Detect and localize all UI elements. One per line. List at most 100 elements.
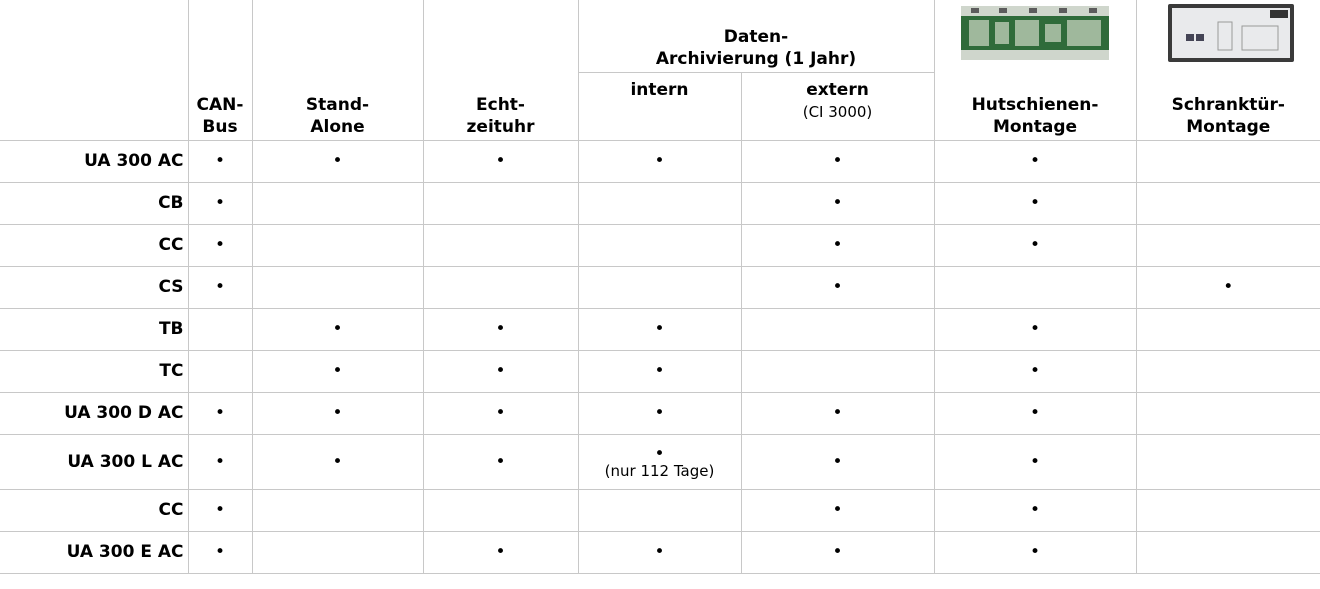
- empty-cell: [187, 307, 253, 351]
- empty-cell: [251, 530, 424, 574]
- empty-cell: [1135, 349, 1320, 393]
- din-rail-module-image: [961, 6, 1110, 60]
- column-header: Hutschienen- Montage: [933, 72, 1137, 141]
- bullet-cell: •: [422, 139, 579, 183]
- bullet-cell: •: [933, 223, 1137, 267]
- comparison-table: CAN- Bus Stand- Alone Echt-zeituhr Daten- A…: [0, 0, 1320, 574]
- image-cell: [1135, 0, 1320, 72]
- table-row: UA 300 D AC • • • • • •: [0, 391, 1320, 435]
- bullet: •: [654, 443, 665, 464]
- empty-cell: [740, 349, 935, 393]
- bullet-cell: •: [577, 530, 742, 574]
- row-label: CB: [0, 181, 189, 225]
- table-body: UA 300 AC • • • • • • CB • • • CC • • • CS • • • TB • • • • TC • •…: [0, 139, 1320, 574]
- bullet-cell: •: [933, 433, 1137, 490]
- empty-cell: [422, 223, 579, 267]
- row-label: CC: [0, 223, 189, 267]
- table-row: TC • • • •: [0, 349, 1320, 393]
- row-label: UA 300 AC: [0, 139, 189, 183]
- table-row: CS • • •: [0, 265, 1320, 309]
- column-header: CAN- Bus: [187, 0, 253, 141]
- row-label: TC: [0, 349, 189, 393]
- empty-cell: [187, 349, 253, 393]
- bullet-cell: •: [740, 530, 935, 574]
- table-row: UA 300 E AC • • • • •: [0, 530, 1320, 574]
- table-row: CB • • •: [0, 181, 1320, 225]
- table-row: UA 300 AC • • • • • •: [0, 139, 1320, 183]
- bullet-cell: •: [422, 307, 579, 351]
- bullet-cell: •: [740, 433, 935, 490]
- bullet-cell: •: [251, 307, 424, 351]
- bullet-cell: •: [1135, 265, 1320, 309]
- column-header: Schranktür- Montage: [1135, 72, 1320, 141]
- empty-cell: [1135, 307, 1320, 351]
- bullet-cell: •: [933, 139, 1137, 183]
- empty-cell: [577, 488, 742, 532]
- bullet-cell: •: [187, 433, 253, 490]
- column-note: (CI 3000): [802, 102, 873, 121]
- bullet-cell: •: [187, 488, 253, 532]
- cell-note: (nur 112 Tage): [604, 461, 715, 480]
- bullet-cell: •: [251, 139, 424, 183]
- bullet-cell: •: [422, 530, 579, 574]
- bullet-cell: •: [187, 139, 253, 183]
- bullet-cell: •: [577, 349, 742, 393]
- bullet-cell: •: [740, 391, 935, 435]
- bullet-cell: •: [577, 139, 742, 183]
- empty-cell: [1135, 139, 1320, 183]
- empty-cell: [1135, 223, 1320, 267]
- empty-cell: [251, 223, 424, 267]
- bullet-cell: •: [187, 265, 253, 309]
- image-cell: [933, 0, 1137, 72]
- empty-cell: [1135, 181, 1320, 225]
- column-label: extern: [806, 79, 869, 100]
- empty-cell: [1135, 530, 1320, 574]
- column-header: intern: [578, 71, 742, 141]
- row-label: TB: [0, 307, 189, 351]
- empty-cell: [933, 265, 1137, 309]
- empty-cell: [740, 307, 935, 351]
- empty-cell: [577, 223, 742, 267]
- empty-cell: [251, 181, 424, 225]
- bullet-cell: •: [740, 181, 935, 225]
- bullet-cell: •: [251, 349, 424, 393]
- table-row: TB • • • •: [0, 307, 1320, 351]
- bullet-cell: •: [187, 391, 253, 435]
- table-row: CC • • •: [0, 223, 1320, 267]
- bullet-cell: •: [187, 223, 253, 267]
- bullet-cell: •: [187, 181, 253, 225]
- bullet-cell: •: [422, 433, 579, 490]
- bullet-cell: •: [740, 139, 935, 183]
- empty-cell: [577, 181, 742, 225]
- bullet-cell: •: [933, 181, 1137, 225]
- empty-cell: [251, 265, 424, 309]
- bullet-cell: •: [933, 530, 1137, 574]
- bullet-cell: •: [577, 307, 742, 351]
- empty-cell: [422, 181, 579, 225]
- empty-cell: [422, 265, 579, 309]
- bullet-cell: •: [422, 391, 579, 435]
- bullet-cell: •: [251, 433, 424, 490]
- corner-cell: [0, 0, 189, 141]
- row-label: UA 300 D AC: [0, 391, 189, 435]
- bullet-cell: •: [577, 391, 742, 435]
- bullet-cell: •: [933, 391, 1137, 435]
- bullet-cell: •: [422, 349, 579, 393]
- bullet-cell: •: [740, 488, 935, 532]
- empty-cell: [577, 265, 742, 309]
- empty-cell: [1135, 391, 1320, 435]
- bullet-cell: •: [740, 223, 935, 267]
- bullet-cell: •: [933, 307, 1137, 351]
- row-label: UA 300 L AC: [0, 433, 189, 490]
- empty-cell: [1135, 433, 1320, 490]
- empty-cell: [422, 488, 579, 532]
- column-header: extern (CI 3000): [740, 71, 935, 141]
- bullet-cell: •: [933, 488, 1137, 532]
- column-header: Echt-zeituhr: [422, 0, 579, 141]
- row-label: UA 300 E AC: [0, 530, 189, 574]
- empty-cell: [251, 488, 424, 532]
- door-panel-image: [1168, 4, 1295, 62]
- bullet-cell: •: [740, 265, 935, 309]
- row-label: CS: [0, 265, 189, 309]
